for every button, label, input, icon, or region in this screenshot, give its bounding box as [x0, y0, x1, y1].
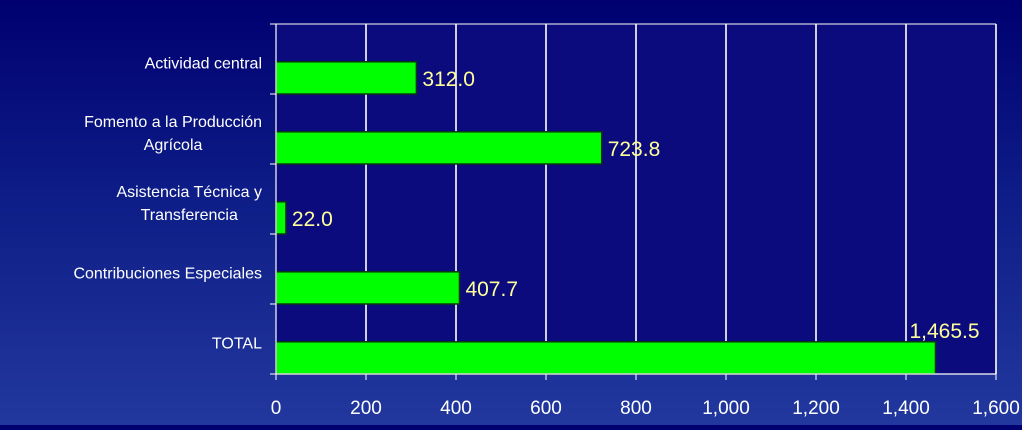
- data-label: 312.0: [422, 68, 475, 91]
- category-label: Fomento a la Producción: [84, 114, 262, 131]
- x-tick-label: 1,200: [792, 398, 840, 419]
- bar: [275, 341, 937, 375]
- data-labels: 312.0 723.8 22.0 407.7 1,465.5: [292, 68, 980, 343]
- category-label: TOTAL: [212, 336, 262, 353]
- bar: [275, 131, 603, 165]
- x-tick-label: 0: [271, 398, 282, 419]
- x-tick-label: 1,600: [972, 398, 1020, 419]
- x-tick-labels: 0 200 400 600 800 1,000 1,200 1,400 1,600: [271, 398, 1020, 419]
- category-label: Contribuciones Especiales: [73, 266, 262, 283]
- data-label: 407.7: [465, 278, 518, 301]
- axes: [270, 23, 997, 380]
- data-label: 1,465.5: [909, 320, 979, 343]
- bars: [275, 61, 937, 375]
- category-label: Agrícola: [144, 137, 203, 154]
- category-label: Asistencia Técnica y: [116, 184, 262, 201]
- data-label: 22.0: [292, 208, 333, 231]
- category-labels: Actividad central Fomento a la Producción…: [73, 56, 262, 353]
- data-label: 723.8: [608, 138, 661, 161]
- x-tick-label: 800: [620, 398, 652, 419]
- category-label: Transferencia: [141, 207, 238, 224]
- x-tick-label: 1,000: [702, 398, 750, 419]
- bar: [275, 201, 287, 235]
- x-tick-label: 200: [350, 398, 382, 419]
- x-tick-label: 400: [440, 398, 472, 419]
- bar: [275, 61, 418, 95]
- bar: [275, 271, 461, 305]
- x-tick-label: 1,400: [882, 398, 930, 419]
- x-tick-label: 600: [530, 398, 562, 419]
- category-label: Actividad central: [145, 56, 262, 73]
